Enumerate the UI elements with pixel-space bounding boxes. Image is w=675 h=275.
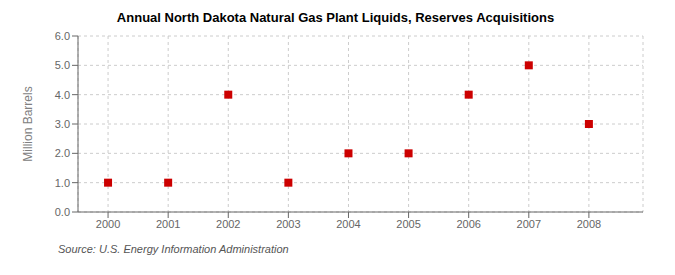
svg-text:2004: 2004	[336, 218, 360, 230]
svg-text:2.0: 2.0	[55, 147, 70, 159]
svg-text:2007: 2007	[517, 218, 541, 230]
svg-text:2006: 2006	[456, 218, 480, 230]
svg-text:2005: 2005	[396, 218, 420, 230]
svg-text:2000: 2000	[96, 218, 120, 230]
svg-text:5.0: 5.0	[55, 59, 70, 71]
svg-text:0.0: 0.0	[55, 206, 70, 218]
svg-text:1.0: 1.0	[55, 177, 70, 189]
svg-text:4.0: 4.0	[55, 89, 70, 101]
svg-text:2001: 2001	[156, 218, 180, 230]
svg-text:2003: 2003	[276, 218, 300, 230]
svg-text:2008: 2008	[577, 218, 601, 230]
svg-text:3.0: 3.0	[55, 118, 70, 130]
svg-text:Million Barrels: Million Barrels	[21, 86, 35, 161]
svg-text:2002: 2002	[216, 218, 240, 230]
svg-text:6.0: 6.0	[55, 30, 70, 42]
html-text:Annual North Dakota Natural Ga: Annual North Dakota Natural Gas Plant Li…	[116, 10, 555, 25]
html-text:Source: U.S. Energy Informatio: Source: U.S. Energy Information Administ…	[58, 243, 289, 255]
